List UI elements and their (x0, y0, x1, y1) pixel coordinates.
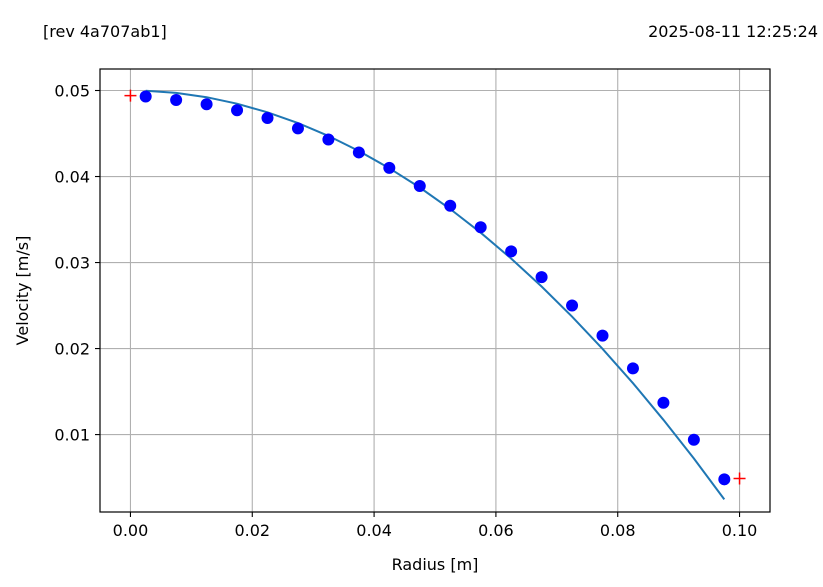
data-point (566, 299, 579, 312)
data-point (291, 122, 304, 135)
fit-curve (145, 89, 726, 500)
x-axis-label: Radius [m] (392, 555, 479, 574)
data-point (505, 245, 518, 258)
data-point (383, 161, 396, 174)
x-tick-label: 0.04 (356, 521, 392, 540)
data-point (413, 179, 426, 192)
y-tick-label: 0.04 (54, 168, 90, 187)
data-point (139, 90, 152, 103)
y-axis-label: Velocity [m/s] (13, 236, 32, 346)
x-tick-label: 0.02 (234, 521, 270, 540)
x-tick-label: 0.06 (478, 521, 514, 540)
plot-area (124, 89, 746, 500)
data-point (352, 146, 365, 159)
data-point (322, 133, 335, 146)
data-point (596, 329, 609, 342)
y-tick-label: 0.02 (54, 340, 90, 359)
ticks: 0.00 0.02 0.04 0.06 0.08 0.10 0.01 0.02 0.03 0.04… (54, 82, 757, 540)
data-point (718, 473, 731, 486)
data-point (261, 112, 274, 125)
timestamp-label: 2025-08-11 12:25:24 (648, 22, 818, 41)
data-point (231, 104, 244, 117)
data-point (444, 199, 457, 212)
boundary-marker (124, 89, 137, 102)
data-point (626, 362, 639, 375)
revision-label: [rev 4a707ab1] (43, 22, 167, 41)
boundary-marker (733, 472, 746, 485)
x-tick-label: 0.00 (113, 521, 149, 540)
data-point (535, 271, 548, 284)
grid (100, 69, 770, 512)
x-tick-label: 0.08 (600, 521, 636, 540)
y-tick-label: 0.01 (54, 426, 90, 445)
data-point (170, 93, 183, 106)
data-point (687, 433, 700, 446)
axes-frame (99, 68, 771, 513)
x-tick-label: 0.10 (722, 521, 758, 540)
y-tick-label: 0.05 (54, 82, 90, 101)
y-tick-label: 0.03 (54, 254, 90, 273)
data-point (474, 221, 487, 234)
data-point (657, 396, 670, 409)
data-point (200, 98, 213, 111)
